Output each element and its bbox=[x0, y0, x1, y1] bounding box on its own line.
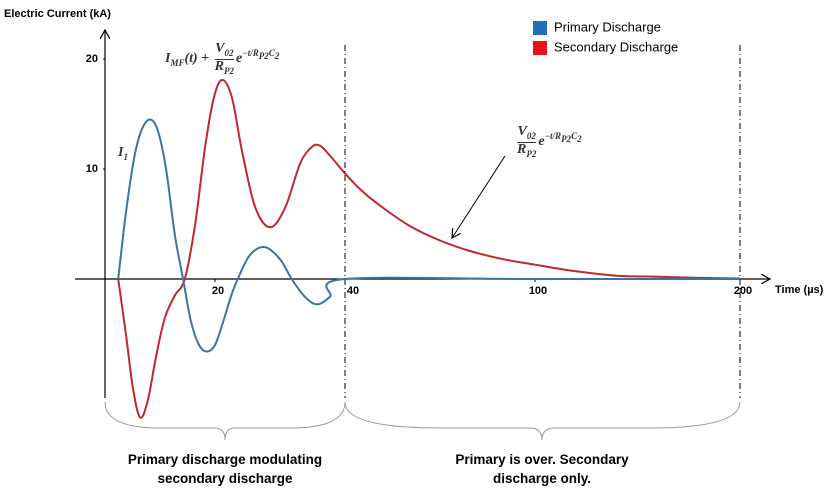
phase-label-line: Primary is over. Secondary bbox=[455, 452, 629, 467]
formula-text: I bbox=[118, 145, 124, 160]
formula-text: / bbox=[552, 131, 556, 142]
formula-text: e bbox=[538, 134, 545, 150]
legend-label: Primary Discharge bbox=[554, 19, 661, 34]
formula-text: 2 bbox=[577, 134, 582, 145]
phase-label: Primary is over. Secondary discharge only… bbox=[412, 450, 672, 488]
formula-text: 2 bbox=[274, 51, 280, 62]
formula: I1 bbox=[118, 146, 128, 162]
formula-text: P2 bbox=[561, 134, 572, 145]
formula-text: V bbox=[215, 41, 225, 56]
x-tick-label: 100 bbox=[529, 285, 547, 297]
formula-text: R bbox=[252, 48, 259, 59]
formula-text: MF bbox=[170, 57, 185, 68]
formula-text: −t bbox=[544, 131, 553, 142]
phase-label-line: secondary discharge bbox=[157, 471, 293, 486]
formula-text: I bbox=[165, 51, 171, 67]
annotation-arrow bbox=[452, 155, 506, 238]
formula-text: 1 bbox=[123, 151, 128, 162]
legend-swatch bbox=[533, 21, 547, 35]
formula-text: e bbox=[236, 51, 243, 67]
formula-text: R bbox=[555, 131, 562, 142]
formula-text: (t) + bbox=[184, 51, 210, 67]
formula: V02 RP2 e−t/RP2C2 bbox=[515, 125, 582, 159]
formula-text: R bbox=[517, 141, 527, 157]
formula-text: 02 bbox=[526, 130, 536, 141]
formula-text: C bbox=[268, 48, 275, 59]
x-tick-label: 40 bbox=[347, 285, 359, 297]
x-tick-label: 200 bbox=[734, 285, 752, 297]
phase-label-line: Primary discharge modulating bbox=[127, 452, 323, 467]
formula-text: V bbox=[517, 124, 527, 139]
formula-text: / bbox=[250, 48, 253, 59]
formula: IMF(t) + V02 RP2 e−t/RP2C2 bbox=[165, 42, 279, 76]
brace bbox=[344, 401, 741, 441]
series-line bbox=[117, 118, 740, 353]
legend-label: Secondary Discharge bbox=[554, 39, 678, 54]
y-tick-label: 20 bbox=[86, 53, 98, 65]
formula-text: 02 bbox=[224, 47, 234, 58]
formula-text: P2 bbox=[224, 65, 235, 76]
phase-label-line: discharge only. bbox=[492, 471, 592, 486]
brace bbox=[104, 401, 346, 441]
x-tick-label: 20 bbox=[212, 285, 224, 297]
phase-label: Primary discharge modulating secondary di… bbox=[95, 450, 355, 488]
x-axis-title: Time (µs) bbox=[775, 284, 824, 296]
formula-text: P2 bbox=[258, 51, 269, 62]
formula-text: C bbox=[571, 131, 578, 142]
formula-text: P2 bbox=[526, 148, 537, 159]
legend-swatch bbox=[533, 41, 547, 55]
formula-text: −t bbox=[242, 48, 251, 59]
series-line bbox=[117, 78, 741, 419]
y-tick-label: 10 bbox=[86, 163, 98, 175]
formula-text: R bbox=[214, 58, 225, 74]
y-axis-title: Electric Current (kA) bbox=[4, 8, 111, 20]
